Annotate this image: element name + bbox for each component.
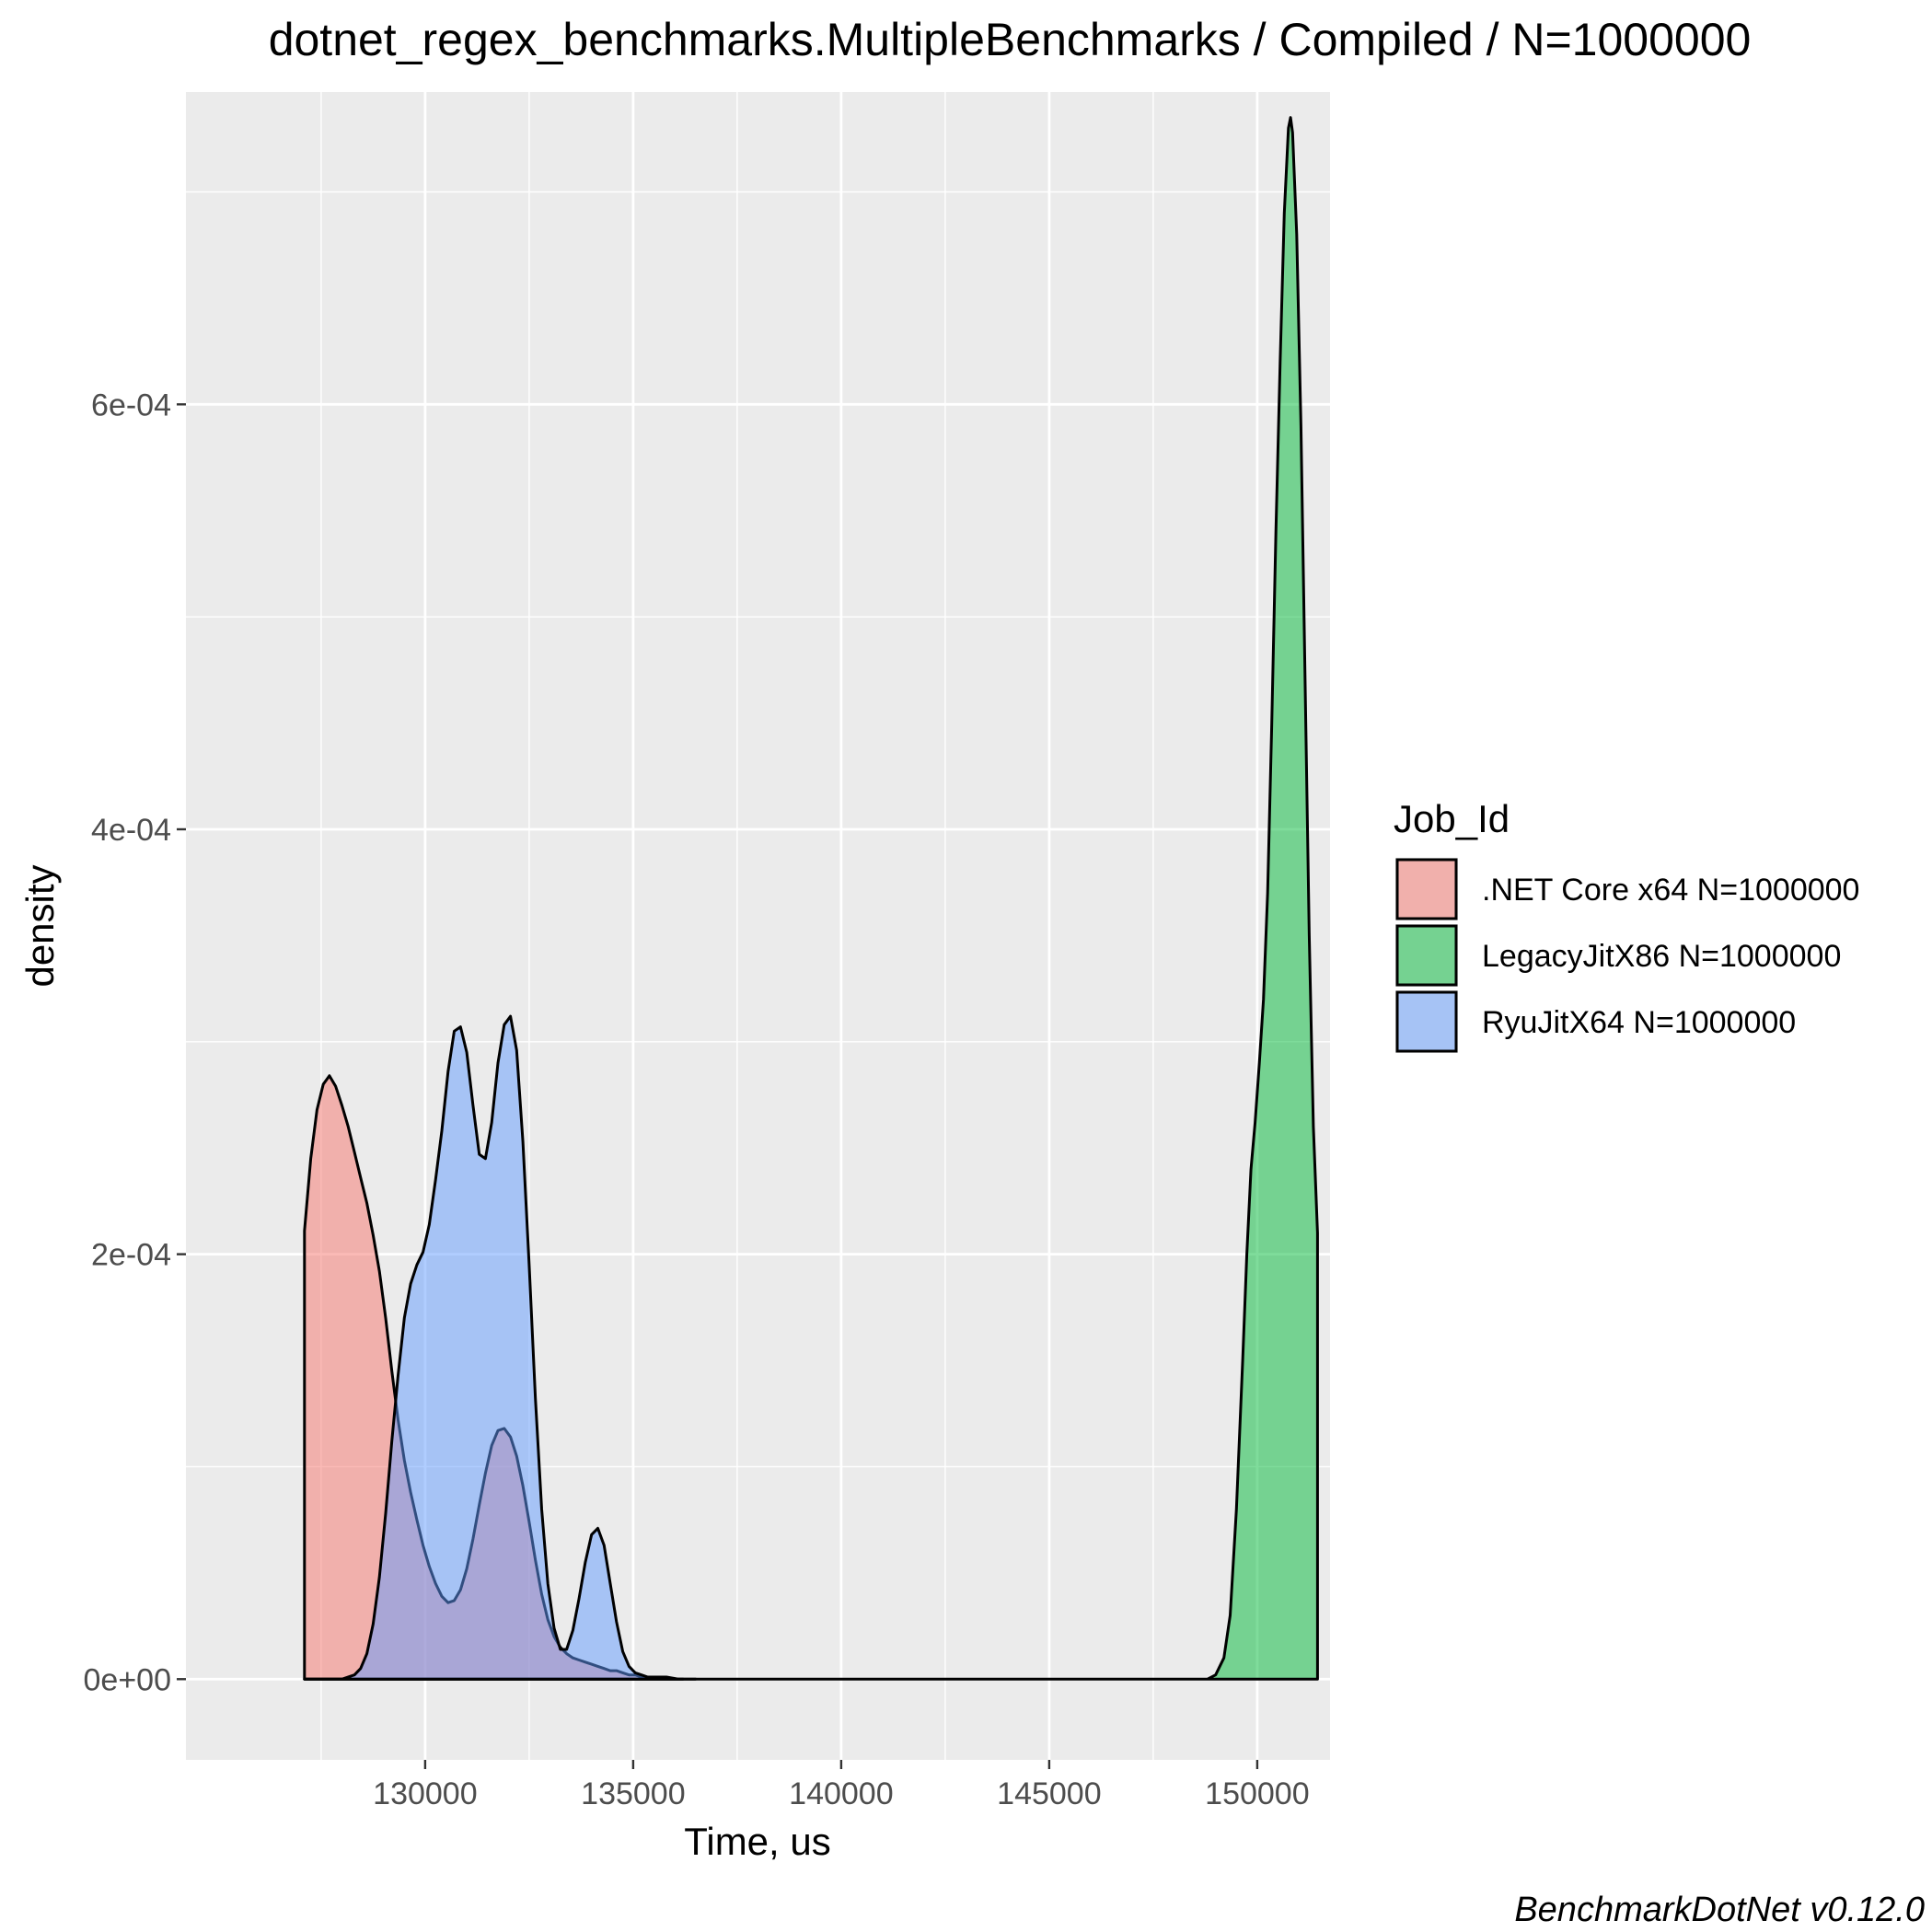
x-tick-label: 135000 (581, 1776, 685, 1811)
x-tick-label: 140000 (789, 1776, 893, 1811)
legend-label: .NET Core x64 N=1000000 (1482, 873, 1859, 908)
caption: BenchmarkDotNet v0.12.0 (1514, 1891, 1925, 1929)
y-axis: 0e+00 2e-04 4e-04 6e-04 (84, 388, 186, 1697)
x-tick-label: 150000 (1205, 1776, 1309, 1811)
density-area-2 (303, 116, 1319, 1681)
legend-swatch (1395, 990, 1458, 1053)
legend: Job_Id .NET Core x64 N=1000000 LegacyJitX… (1394, 797, 1859, 1053)
legend-label: RyuJitX64 N=1000000 (1482, 1005, 1796, 1040)
y-axis-title: density (18, 864, 62, 987)
legend-label: LegacyJitX86 N=1000000 (1482, 939, 1841, 974)
legend-items: .NET Core x64 N=1000000 LegacyJitX86 N=10… (1395, 858, 1859, 1053)
y-tick-label: 4e-04 (91, 813, 171, 848)
x-axis: 130000 135000 140000 145000 150000 (373, 1760, 1310, 1811)
x-axis-title: Time, us (684, 1820, 830, 1863)
y-tick-label: 0e+00 (84, 1662, 172, 1697)
minor-gridlines (186, 92, 1330, 1760)
density-areas (303, 116, 1319, 1681)
legend-swatch (1395, 924, 1458, 987)
x-tick-label: 145000 (997, 1776, 1101, 1811)
chart-title: dotnet_regex_benchmarks.MultipleBenchmar… (269, 14, 1752, 65)
y-tick-label: 2e-04 (91, 1238, 171, 1273)
legend-swatch (1395, 858, 1458, 920)
legend-title: Job_Id (1394, 797, 1510, 840)
y-tick-label: 6e-04 (91, 388, 171, 422)
density-area-3 (303, 1014, 698, 1681)
x-tick-label: 130000 (373, 1776, 477, 1811)
